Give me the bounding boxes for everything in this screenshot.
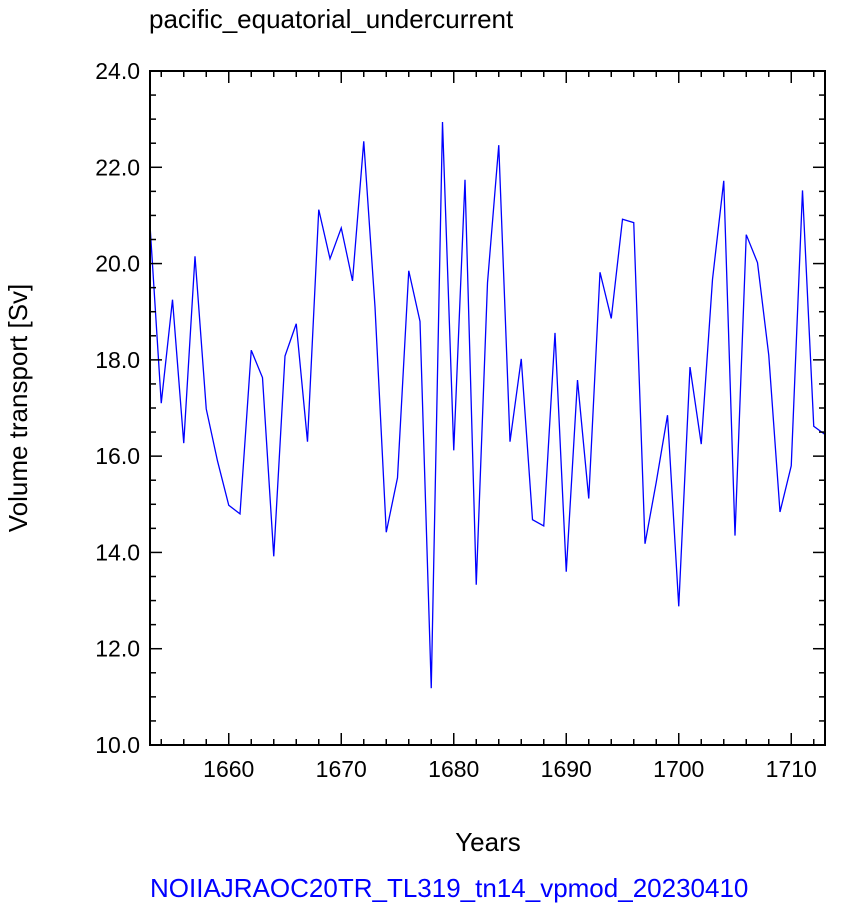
plot-frame xyxy=(149,70,826,746)
y-tick-label: 16.0 xyxy=(95,443,140,469)
chart-title: pacific_equatorial_undercurrent xyxy=(149,4,514,34)
footer-run-id: NOIIAJRAOC20TR_TL319_tn14_vpmod_20230410 xyxy=(150,873,748,903)
y-axis: 10.0 12.0 14.0 16.0 18.0 20.0 22.0 24.0 xyxy=(95,58,825,758)
y-tick-label: 24.0 xyxy=(95,58,140,84)
y-axis-label: Volume transport [Sv] xyxy=(3,284,33,533)
y-tick-label: 10.0 xyxy=(95,732,140,758)
x-axis: 1660 1670 1680 1690 1700 1710 xyxy=(160,71,817,782)
y-tick-label: 12.0 xyxy=(95,636,140,662)
x-tick-label: 1700 xyxy=(653,756,704,782)
y-tick-label: 20.0 xyxy=(95,251,140,277)
x-tick-label: 1660 xyxy=(203,756,254,782)
x-tick-label: 1670 xyxy=(316,756,367,782)
x-tick-label: 1710 xyxy=(766,756,817,782)
y-tick-label: 22.0 xyxy=(95,154,140,180)
x-tick-label: 1690 xyxy=(541,756,592,782)
x-tick-label: 1680 xyxy=(428,756,479,782)
series-line-0 xyxy=(149,122,826,689)
y-tick-label: 14.0 xyxy=(95,539,140,565)
x-axis-label: Years xyxy=(455,827,521,857)
plot-area xyxy=(149,122,826,689)
y-tick-label: 18.0 xyxy=(95,347,140,373)
